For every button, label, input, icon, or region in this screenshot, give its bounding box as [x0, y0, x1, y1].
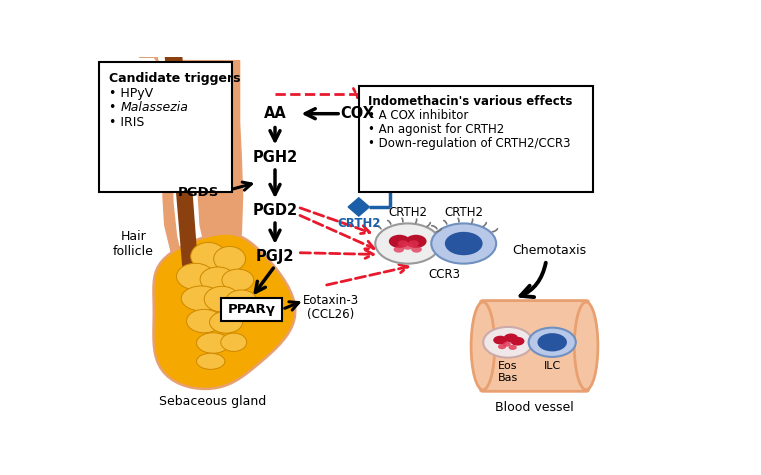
Circle shape [529, 328, 576, 357]
Text: Indomethacin's various effects: Indomethacin's various effects [368, 95, 572, 108]
Ellipse shape [222, 269, 253, 291]
Circle shape [403, 243, 413, 250]
Text: ILC: ILC [543, 361, 561, 370]
Text: Blood vessel: Blood vessel [495, 401, 574, 414]
Ellipse shape [191, 242, 226, 270]
Ellipse shape [209, 311, 243, 333]
Text: • An agonist for CRTH2: • An agonist for CRTH2 [368, 123, 504, 136]
Text: PGDS: PGDS [177, 186, 219, 199]
Polygon shape [348, 198, 369, 216]
Polygon shape [183, 61, 243, 280]
Text: AA: AA [263, 106, 286, 121]
Polygon shape [154, 233, 295, 389]
Ellipse shape [226, 290, 256, 311]
Circle shape [409, 240, 419, 247]
FancyBboxPatch shape [221, 298, 282, 321]
Ellipse shape [181, 286, 221, 311]
Ellipse shape [196, 353, 225, 370]
Text: PGJ2: PGJ2 [256, 249, 295, 264]
Circle shape [483, 327, 533, 358]
Circle shape [493, 336, 508, 344]
Circle shape [537, 333, 567, 352]
Text: Chemotaxis: Chemotaxis [512, 244, 586, 257]
Circle shape [508, 345, 517, 350]
Circle shape [375, 223, 440, 264]
Circle shape [431, 223, 496, 264]
Circle shape [445, 232, 482, 255]
Polygon shape [139, 57, 199, 280]
Text: Malassezia: Malassezia [121, 101, 189, 114]
Circle shape [498, 344, 506, 349]
Ellipse shape [186, 309, 222, 333]
FancyBboxPatch shape [99, 63, 232, 192]
Text: PGH2: PGH2 [253, 150, 298, 165]
FancyBboxPatch shape [480, 301, 588, 391]
Ellipse shape [575, 302, 598, 390]
Text: Candidate triggers: Candidate triggers [109, 72, 240, 86]
Ellipse shape [196, 333, 230, 353]
Text: PGD2: PGD2 [253, 203, 298, 218]
Circle shape [504, 333, 518, 342]
Ellipse shape [200, 267, 235, 292]
Text: •: • [109, 101, 120, 114]
Circle shape [393, 246, 404, 253]
Text: CRTH2: CRTH2 [337, 217, 380, 230]
Text: Eos
Bas: Eos Bas [498, 361, 518, 383]
Ellipse shape [214, 247, 246, 271]
Text: • IRIS: • IRIS [109, 115, 144, 129]
Ellipse shape [471, 302, 495, 390]
Polygon shape [164, 57, 199, 269]
Circle shape [398, 240, 409, 247]
Circle shape [411, 246, 422, 253]
Text: Hair
follicle: Hair follicle [113, 229, 154, 257]
Ellipse shape [177, 263, 215, 290]
Text: • HPyV: • HPyV [109, 87, 153, 100]
Circle shape [503, 342, 511, 347]
Text: CRTH2: CRTH2 [388, 206, 427, 219]
Circle shape [406, 235, 427, 248]
Text: (CCL26): (CCL26) [307, 308, 355, 321]
Text: PPARγ: PPARγ [228, 303, 275, 316]
Ellipse shape [221, 333, 247, 352]
Text: • A COX inhibitor: • A COX inhibitor [368, 109, 468, 122]
Text: Eotaxin-3: Eotaxin-3 [303, 294, 359, 307]
Text: COX: COX [341, 106, 374, 121]
Ellipse shape [204, 286, 240, 312]
Text: CCR3: CCR3 [428, 268, 460, 281]
FancyBboxPatch shape [358, 86, 594, 192]
Text: • Down-regulation of CRTH2/CCR3: • Down-regulation of CRTH2/CCR3 [368, 137, 570, 150]
Text: Sebaceous gland: Sebaceous gland [160, 395, 266, 408]
Circle shape [511, 337, 524, 346]
Text: CRTH2: CRTH2 [444, 206, 483, 219]
Circle shape [389, 235, 410, 248]
